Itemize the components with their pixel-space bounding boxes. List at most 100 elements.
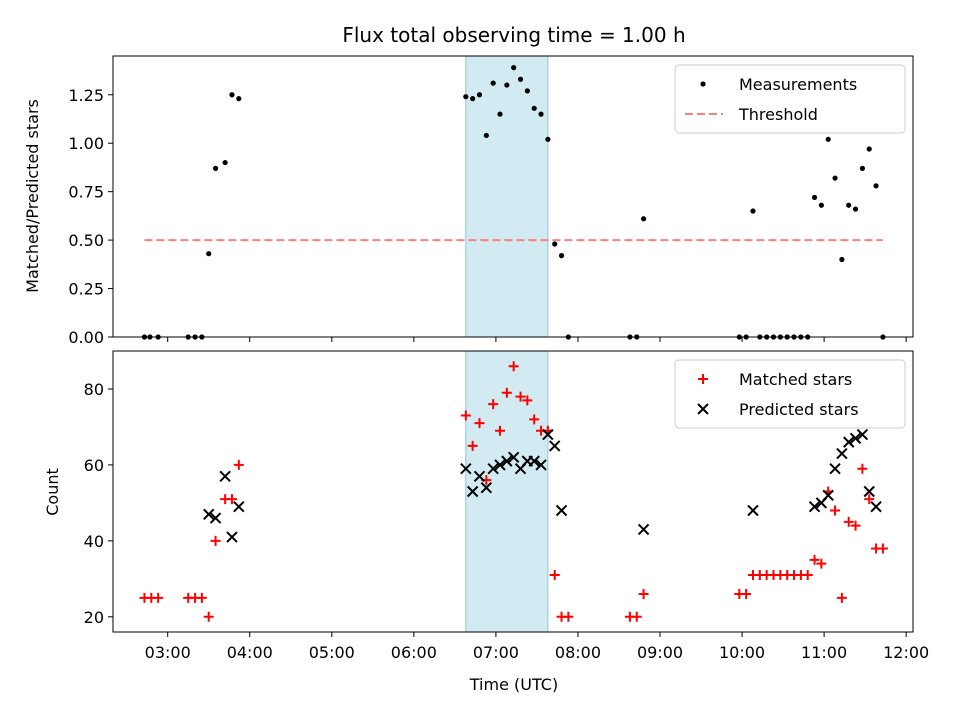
- measurement-point: [470, 96, 476, 102]
- legend-box: [674, 359, 906, 429]
- measurement-point: [236, 96, 242, 102]
- predicted-star-point: [829, 463, 841, 475]
- measurement-point: [818, 202, 824, 208]
- predicted-star-point: [219, 470, 231, 483]
- matched-star-point: [631, 611, 642, 622]
- measurement-point: [839, 256, 845, 263]
- matched-star-point: [816, 558, 827, 569]
- legend-box: [674, 64, 906, 134]
- predicted-star-point: [863, 485, 875, 498]
- matched-star-point: [857, 463, 868, 474]
- measurement-point: [524, 88, 530, 94]
- measurement-point: [846, 202, 852, 208]
- predicted-star-point: [528, 455, 540, 467]
- measurement-point: [545, 136, 551, 142]
- legend-label: Threshold: [738, 105, 818, 124]
- predicted-star-point: [507, 451, 520, 464]
- matched-star-point: [809, 554, 820, 565]
- measurement-point: [206, 251, 212, 257]
- measurement-point: [504, 82, 510, 88]
- measurement-point: [873, 183, 879, 189]
- legend-label: Matched stars: [739, 370, 852, 389]
- matched-star-point: [474, 418, 485, 429]
- legend-predicted-swatch: [697, 403, 709, 415]
- x-tick-label: 10:00: [719, 643, 765, 662]
- x-tick-label: 06:00: [391, 643, 437, 662]
- matched-star-point: [830, 505, 841, 516]
- predicted-star-point: [466, 485, 479, 498]
- predicted-star-point: [460, 463, 472, 475]
- matched-star-point: [488, 399, 499, 410]
- x-tick-label: 08:00: [555, 643, 601, 662]
- x-axis-label: Time (UTC): [469, 675, 558, 694]
- matched-star-point: [203, 611, 214, 622]
- matched-star-point: [153, 592, 164, 603]
- measurement-point: [463, 94, 469, 100]
- matched-star-point: [843, 516, 854, 527]
- y-tick-label: 0.00: [68, 328, 104, 347]
- axes-frame: [112, 55, 914, 338]
- predicted-star-point: [501, 455, 513, 467]
- predicted-star-point: [870, 500, 882, 513]
- measurement-point: [222, 159, 228, 166]
- matched-star-point: [529, 414, 540, 425]
- measurement-point: [229, 92, 235, 98]
- predicted-star-point: [843, 436, 855, 448]
- measurement-point: [640, 216, 647, 222]
- predicted-star-point: [549, 440, 561, 452]
- matched-star-point: [850, 520, 861, 531]
- top-y-axis-label: Matched/Predicted stars: [23, 99, 42, 293]
- y-tick-label: 1.00: [68, 134, 104, 153]
- x-tick-label: 12:00: [883, 643, 929, 662]
- predicted-star-point: [233, 500, 245, 513]
- matched-star-point: [549, 570, 560, 581]
- measurement-point: [483, 132, 489, 139]
- measurement-point: [511, 65, 517, 71]
- measurement-point: [531, 105, 537, 111]
- x-tick-label: 07:00: [473, 643, 519, 662]
- predicted-star-point: [856, 428, 869, 441]
- matched-star-point: [563, 611, 574, 622]
- predicted-star-point: [226, 531, 238, 543]
- legend-measurement-swatch: [700, 81, 706, 87]
- predicted-star-point: [203, 508, 215, 520]
- matched-star-point: [864, 494, 875, 505]
- y-tick-label: 80: [84, 380, 104, 399]
- y-tick-label: 40: [84, 532, 104, 551]
- predicted-star-point: [535, 459, 547, 471]
- predicted-star-point: [836, 447, 848, 460]
- chart-title: Flux total observing time = 1.00 h: [342, 23, 685, 47]
- measurement-point: [490, 80, 496, 86]
- measurement-point: [832, 175, 838, 181]
- measurement-point: [476, 92, 483, 98]
- matched-star-point: [836, 592, 847, 603]
- y-tick-label: 20: [84, 608, 104, 627]
- legend-matched-swatch: [698, 374, 708, 384]
- matched-star-point: [226, 494, 237, 505]
- axes-frame: [112, 350, 914, 633]
- predicted-star-point: [808, 500, 821, 513]
- matched-star-point: [638, 589, 649, 600]
- bottom-panel: 20 40 60 80 03:00 04:00 05:00 06:00 07:00 08:00 09…: [84, 350, 929, 662]
- y-tick-label: 0.75: [68, 183, 104, 202]
- matched-star-point: [196, 592, 207, 603]
- legend-label: Predicted stars: [739, 400, 859, 419]
- measurement-point: [866, 146, 872, 152]
- predicted-star-point: [473, 470, 486, 483]
- top-panel: 0.00 0.25 0.50 0.75 1.00 1.25 Measurements Thre…: [68, 55, 914, 347]
- x-tick-label: 03:00: [145, 643, 191, 662]
- x-tick-label: 05:00: [309, 643, 355, 662]
- y-tick-label: 1.25: [68, 86, 104, 105]
- predicted-star-point: [822, 489, 834, 502]
- predicted-star-point: [480, 481, 493, 494]
- measurement-point: [538, 111, 544, 117]
- highlight-span: [465, 350, 549, 633]
- matched-star-point: [210, 535, 221, 546]
- measurement-point: [517, 76, 524, 82]
- matched-star-point: [467, 440, 478, 451]
- measurement-point: [825, 136, 831, 142]
- measurement-point: [558, 253, 565, 259]
- matched-star-point: [741, 589, 752, 600]
- legend-label: Measurements: [739, 75, 857, 94]
- x-tick-label: 04:00: [227, 643, 273, 662]
